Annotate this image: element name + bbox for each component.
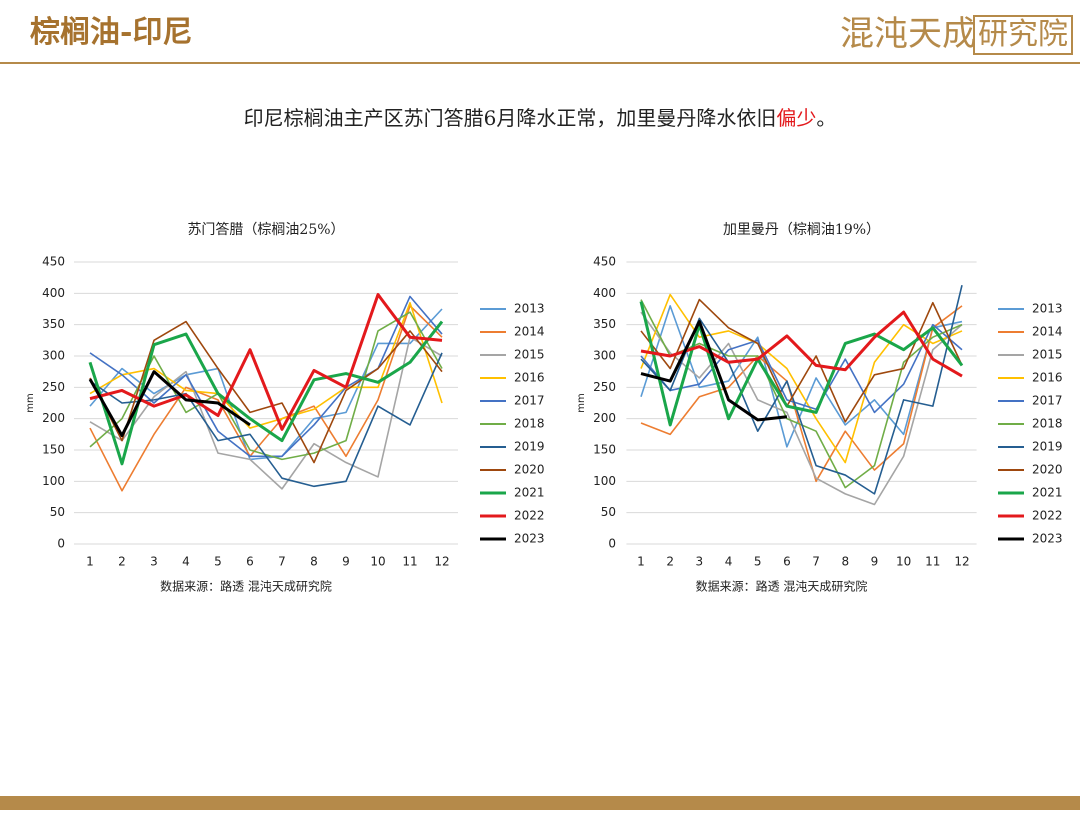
data-line xyxy=(640,323,963,414)
y-tick-label: 450 xyxy=(593,255,616,269)
legend-label: 2020 xyxy=(514,463,545,477)
y-tick-label: 400 xyxy=(593,286,616,300)
data-line xyxy=(89,308,443,461)
y-tick-label: 50 xyxy=(50,505,65,519)
logo-box-text: 研究院 xyxy=(978,17,1068,52)
y-tick-label: 250 xyxy=(593,380,616,394)
x-tick-label: 1 xyxy=(86,555,94,569)
x-tick-label: 10 xyxy=(896,555,911,569)
y-tick-label: 250 xyxy=(42,380,65,394)
data-line xyxy=(640,284,963,495)
legend-label: 2019 xyxy=(1032,440,1063,454)
legend-label: 2015 xyxy=(1032,348,1063,362)
x-tick-label: 8 xyxy=(841,555,849,569)
x-tick-label: 11 xyxy=(925,555,940,569)
legend-label: 2018 xyxy=(1032,417,1063,431)
y-tick-label: 350 xyxy=(593,317,616,331)
x-tick-label: 4 xyxy=(725,555,733,569)
subtitle-end: 。 xyxy=(816,106,836,130)
legend-label: 2017 xyxy=(514,394,545,408)
legend-label: 2021 xyxy=(514,486,545,500)
data-line xyxy=(88,320,444,466)
data-line xyxy=(89,305,443,492)
y-tick-label: 300 xyxy=(42,349,65,363)
y-tick-label: 100 xyxy=(42,474,65,488)
legend-label: 2016 xyxy=(514,371,545,385)
y-tick-label: 0 xyxy=(608,537,616,551)
x-tick-label: 5 xyxy=(214,555,222,569)
x-tick-label: 6 xyxy=(246,555,254,569)
data-line xyxy=(640,310,963,378)
x-tick-label: 3 xyxy=(150,555,158,569)
data-line xyxy=(640,311,963,506)
legend-label: 2015 xyxy=(514,348,545,362)
legend-label: 2021 xyxy=(1032,486,1063,500)
x-tick-label: 9 xyxy=(871,555,879,569)
legend-label: 2020 xyxy=(1032,463,1063,477)
y-tick-label: 50 xyxy=(601,505,616,519)
legend-label: 2013 xyxy=(514,302,545,316)
x-tick-label: 2 xyxy=(118,555,126,569)
x-tick-label: 12 xyxy=(954,555,969,569)
data-line xyxy=(639,301,964,427)
x-tick-label: 5 xyxy=(754,555,762,569)
x-tick-label: 10 xyxy=(370,555,385,569)
y-tick-label: 450 xyxy=(42,255,65,269)
x-tick-label: 1 xyxy=(637,555,645,569)
x-tick-label: 7 xyxy=(278,555,286,569)
legend-label: 2018 xyxy=(514,417,545,431)
logo-box xyxy=(973,15,1073,55)
x-tick-label: 11 xyxy=(402,555,417,569)
subtitle-text: 印尼棕榈油主产区苏门答腊6月降水正常，加里曼丹降水依旧 xyxy=(244,106,777,130)
y-tick-label: 200 xyxy=(593,411,616,425)
data-line xyxy=(640,305,963,483)
y-axis-label: mm xyxy=(576,393,587,412)
x-tick-label: 8 xyxy=(310,555,318,569)
data-line xyxy=(88,370,251,438)
y-tick-label: 300 xyxy=(593,349,616,363)
subtitle-highlight: 偏少 xyxy=(776,106,816,130)
data-line xyxy=(89,320,443,464)
header-title: 棕榈油-印尼 xyxy=(30,15,192,50)
data-line xyxy=(89,293,443,431)
footer-bar xyxy=(0,796,1080,810)
x-tick-label: 2 xyxy=(666,555,674,569)
x-tick-label: 3 xyxy=(696,555,704,569)
y-tick-label: 350 xyxy=(42,317,65,331)
y-axis-label: mm xyxy=(25,393,36,412)
chart-title: 苏门答腊（棕榈油25%） xyxy=(187,221,344,238)
legend-label: 2019 xyxy=(514,440,545,454)
chart-title: 加里曼丹（棕榈油19%） xyxy=(723,222,880,238)
y-tick-label: 0 xyxy=(57,537,65,551)
x-tick-label: 7 xyxy=(812,555,820,569)
legend-label: 2022 xyxy=(514,509,545,523)
legend-label: 2014 xyxy=(514,325,545,339)
legend-label: 2014 xyxy=(1032,325,1063,339)
x-tick-label: 12 xyxy=(434,555,449,569)
y-tick-label: 150 xyxy=(593,443,616,457)
source-note: 数据来源：路透 混沌天成研究院 xyxy=(160,579,332,594)
legend-label: 2016 xyxy=(1032,371,1063,385)
legend-label: 2013 xyxy=(1032,302,1063,316)
data-line xyxy=(640,320,788,422)
x-tick-label: 9 xyxy=(342,555,350,569)
legend-label: 2017 xyxy=(1032,394,1063,408)
data-line xyxy=(89,352,443,488)
logo-text: 混沌天成 xyxy=(840,14,976,54)
y-tick-label: 100 xyxy=(593,474,616,488)
source-note: 数据来源：路透 混沌天成研究院 xyxy=(696,579,868,594)
data-line xyxy=(640,298,963,423)
subtitle: 印尼棕榈油主产区苏门答腊6月降水正常，加里曼丹降水依旧偏少。 xyxy=(244,106,837,130)
legend-label: 2022 xyxy=(1032,509,1063,523)
y-tick-label: 400 xyxy=(42,286,65,300)
y-tick-label: 200 xyxy=(42,411,65,425)
legend-label: 2023 xyxy=(514,532,545,546)
legend-label: 2023 xyxy=(1032,532,1063,546)
x-tick-label: 4 xyxy=(182,555,190,569)
data-line xyxy=(640,293,963,464)
y-tick-label: 150 xyxy=(42,443,65,457)
x-tick-label: 6 xyxy=(783,555,791,569)
